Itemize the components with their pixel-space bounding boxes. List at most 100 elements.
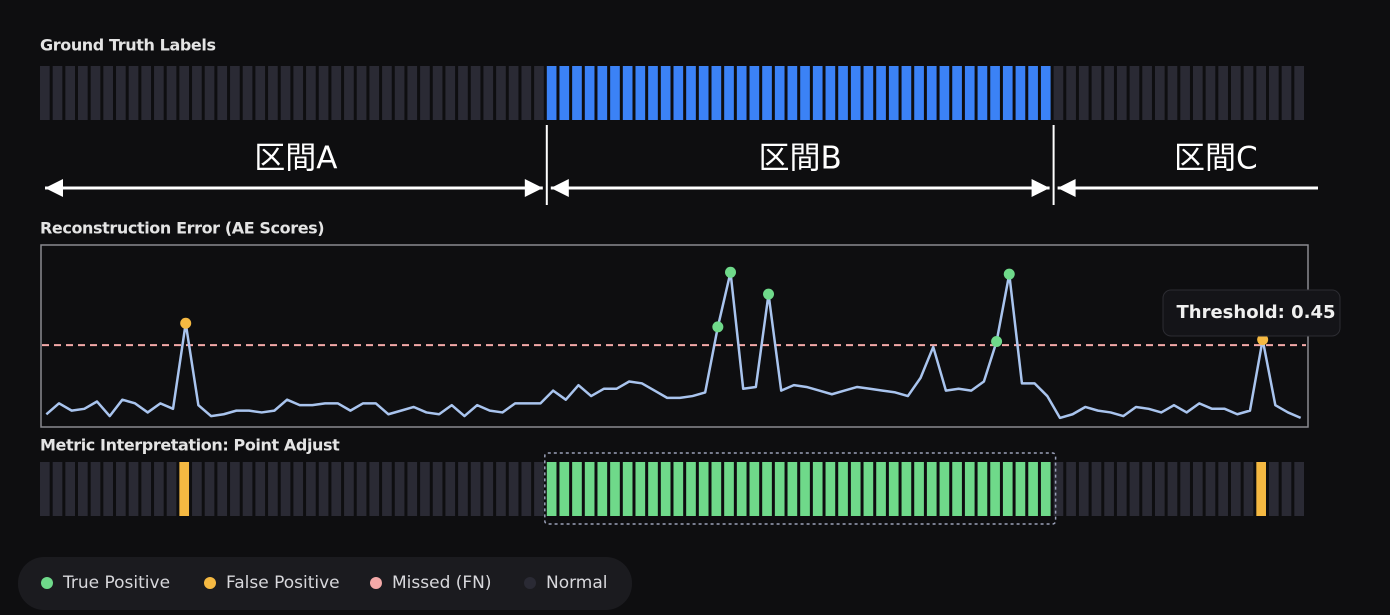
label-cell: [280, 66, 291, 120]
label-cell: [572, 66, 582, 120]
label-cell: [1040, 66, 1051, 120]
metric-cell: [952, 462, 962, 516]
label-cell: [318, 66, 329, 120]
metric-cell: [356, 462, 367, 516]
label-cell: [356, 66, 367, 120]
metric-cell: [1230, 462, 1241, 516]
label-cell: [686, 66, 696, 120]
label-cell: [483, 66, 494, 120]
metric-cell: [1066, 462, 1076, 516]
arrow-head: [550, 179, 569, 197]
metric-cell: [407, 462, 418, 516]
metric-cell: [635, 462, 646, 516]
metric-cell: [128, 462, 139, 516]
metric-cell: [1040, 462, 1051, 516]
legend-swatch: [370, 577, 382, 589]
metric-cell: [154, 462, 164, 516]
metric-cell: [432, 462, 443, 516]
label-cell: [521, 66, 532, 120]
metric-cell: [1180, 462, 1190, 516]
metric-cell: [394, 462, 405, 516]
metric-cell: [280, 462, 291, 516]
label-cell: [432, 66, 443, 120]
metric-cell: [192, 462, 202, 516]
label-cell: [1104, 66, 1114, 120]
label-cell: [838, 66, 848, 120]
metric-cell: [65, 462, 76, 516]
metric-cell: [888, 462, 899, 516]
label-cell: [964, 66, 975, 120]
metric-cell: [255, 462, 266, 516]
metric-cell: [787, 462, 798, 516]
label-cell: [1129, 66, 1140, 120]
segment-label: 区間B: [759, 141, 842, 177]
chart-frame: [40, 244, 1309, 428]
legend-label: Missed (FN): [392, 573, 492, 593]
metric-cell: [559, 462, 570, 516]
label-cell: [445, 66, 456, 120]
label-cell: [1002, 66, 1013, 120]
label-cell: [914, 66, 924, 120]
label-cell: [116, 66, 126, 120]
metric-cell: [483, 462, 494, 516]
metric-cell: [521, 462, 532, 516]
metric-cell: [1053, 462, 1064, 516]
metric-cell: [546, 462, 557, 516]
metric-cell: [673, 462, 684, 516]
label-cell: [990, 66, 1000, 120]
metric-cell: [648, 462, 658, 516]
metric-cell: [1015, 462, 1026, 516]
label-cell: [166, 66, 177, 120]
metric-cell: [116, 462, 126, 516]
metric-title: Metric Interpretation: Point Adjust: [40, 436, 340, 455]
metric-cell: [508, 462, 519, 516]
label-cell: [1192, 66, 1203, 120]
label-cell: [597, 66, 608, 120]
metric-cell: [1104, 462, 1114, 516]
metric-cell: [534, 462, 544, 516]
label-cell: [901, 66, 912, 120]
label-cell: [1015, 66, 1026, 120]
metric-cell: [179, 462, 190, 516]
label-cell: [977, 66, 988, 120]
label-cell: [369, 66, 380, 120]
metric-cell: [445, 462, 456, 516]
label-cell: [52, 66, 63, 120]
label-cell: [610, 66, 620, 120]
metric-cell: [812, 462, 823, 516]
label-cell: [192, 66, 202, 120]
metric-cell: [660, 462, 671, 516]
metric-cell: [610, 462, 620, 516]
metric-cell: [1028, 462, 1038, 516]
metric-cell: [850, 462, 861, 516]
metric-cell: [724, 462, 734, 516]
metric-cell: [863, 462, 874, 516]
metric-cell: [318, 462, 329, 516]
chart-title: Reconstruction Error (AE Scores): [40, 219, 324, 238]
metric-cell: [1218, 462, 1228, 516]
label-cell: [1205, 66, 1216, 120]
label-cell: [622, 66, 633, 120]
label-cell: [812, 66, 823, 120]
metric-cell: [1192, 462, 1203, 516]
label-cell: [331, 66, 342, 120]
label-cell: [242, 66, 253, 120]
metric-cell: [964, 462, 975, 516]
label-cell: [660, 66, 671, 120]
label-cell: [344, 66, 354, 120]
detection-dot: [1257, 334, 1269, 346]
metric-cell: [1243, 462, 1254, 516]
metric-cell: [230, 462, 240, 516]
label-cell: [939, 66, 950, 120]
arrow-head: [524, 179, 543, 197]
label-cell: [179, 66, 190, 120]
legend-label: True Positive: [62, 573, 170, 593]
metric-cell: [990, 462, 1000, 516]
legend-box: [18, 557, 632, 610]
label-cell: [382, 66, 392, 120]
label-cell: [876, 66, 886, 120]
label-cell: [141, 66, 152, 120]
label-cell: [584, 66, 595, 120]
label-cell: [306, 66, 316, 120]
metric-cell: [584, 462, 595, 516]
